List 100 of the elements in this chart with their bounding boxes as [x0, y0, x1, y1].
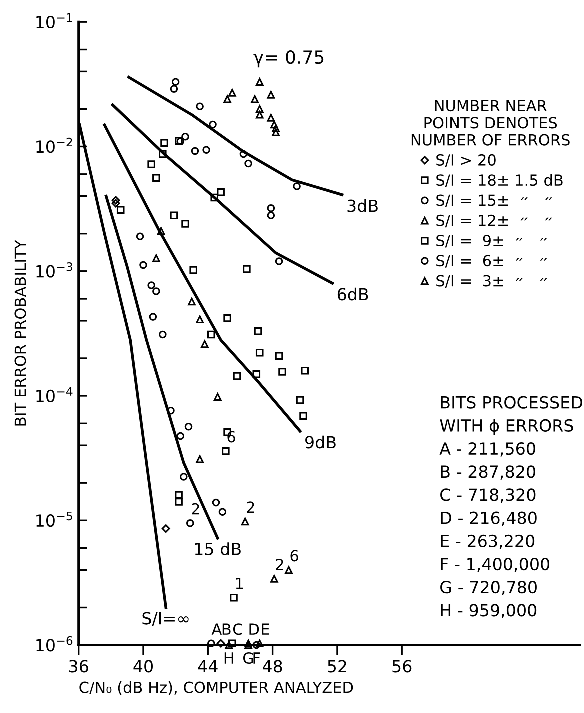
point [293, 182, 301, 190]
annotation: 1 [236, 578, 244, 590]
point [278, 368, 286, 376]
point [172, 78, 180, 86]
point [175, 498, 183, 506]
legend-label: S/I = 9± ״ ״ [436, 234, 548, 248]
point [256, 111, 264, 119]
y-tick-label: 10$^{−2}$ [36, 138, 72, 154]
point [244, 160, 252, 168]
line-series [103, 124, 302, 433]
legend-label: S/I = 15± ״ ״ [436, 194, 552, 208]
annotation: A [212, 624, 222, 635]
point [224, 95, 232, 104]
y-tick-label: 10$^{−6}$ [36, 636, 73, 652]
point [275, 258, 284, 266]
point [267, 114, 276, 122]
point [230, 594, 238, 602]
point [228, 640, 236, 648]
annotation: 2 [192, 503, 200, 515]
point [176, 432, 185, 440]
point [201, 340, 209, 348]
point [136, 232, 144, 241]
line-series [111, 104, 334, 285]
point [186, 520, 194, 528]
point [112, 199, 120, 208]
x-tick-label: 36 [70, 660, 88, 673]
point [267, 204, 276, 212]
point [210, 194, 219, 202]
annotation: γ= 0.75 [254, 50, 324, 68]
point [218, 508, 227, 516]
point [233, 372, 242, 380]
point [285, 566, 293, 574]
point [170, 212, 178, 220]
legend-label: S/I = 3± ״ ״ [436, 275, 548, 288]
point [270, 120, 278, 129]
point [188, 298, 196, 306]
point [275, 352, 284, 360]
point [196, 316, 204, 324]
point [162, 524, 170, 533]
point [207, 330, 216, 339]
point [254, 327, 262, 336]
point [116, 206, 125, 214]
point [152, 174, 160, 182]
annotation: B [222, 624, 231, 635]
point [112, 196, 120, 205]
point [175, 137, 183, 145]
legend-label: S/I = 18± 1.5 dB [436, 174, 563, 188]
series-label: 9dB [306, 436, 336, 449]
line-series [104, 194, 220, 540]
point [212, 498, 220, 507]
point [241, 518, 250, 526]
point [148, 282, 156, 290]
annotation: C [233, 624, 242, 636]
text: BITS PROCESSED WITH ϕ ERRORS A - 211,560 B - 287,820 C - 718,320 D - 216,480 E - 263,220 F - 1,400,000 G - 720,780 H - 959,000 [440, 396, 582, 618]
x-tick-label: 48 [263, 660, 282, 673]
point [152, 288, 160, 296]
point [270, 575, 278, 583]
point [224, 314, 232, 322]
x-axis-title: C/N₀ (dB Hz), COMPUTER ANALYZED [80, 682, 354, 696]
legend-label: S/I > 20 [436, 154, 496, 168]
point [272, 128, 280, 136]
point [222, 447, 230, 456]
point [182, 220, 190, 228]
point [252, 370, 261, 378]
point [159, 330, 167, 339]
legend-title: NUMBER NEAR POINTS DENOTES NUMBER OF ERRORS [412, 100, 570, 146]
annotation: D [250, 624, 260, 635]
legend-label: S/I = 12± ״ ״ [436, 214, 552, 228]
point [196, 456, 204, 464]
point [159, 150, 167, 158]
annotation: G [243, 652, 254, 664]
y-tick-label: 10$^{−1}$ [36, 13, 72, 29]
point [182, 132, 190, 141]
legend-label: S/I = 6± ״ ״ [436, 255, 548, 268]
point [300, 412, 308, 420]
point [296, 396, 304, 404]
point [217, 188, 225, 196]
point [256, 105, 264, 114]
point [228, 89, 236, 97]
point [243, 265, 251, 274]
point [184, 423, 193, 431]
y-tick-label: 10$^{−4}$ [36, 387, 73, 402]
point [267, 91, 276, 99]
x-tick-label: 44 [198, 660, 218, 673]
point [267, 212, 276, 220]
point [170, 85, 178, 93]
point [175, 491, 183, 500]
point [256, 78, 264, 86]
point [209, 120, 217, 129]
point [191, 147, 200, 156]
x-tick-label: 56 [392, 660, 412, 673]
series-label: 15 dB [195, 542, 241, 556]
point [180, 473, 188, 481]
annotation: 2 [276, 558, 284, 570]
point [157, 227, 166, 236]
annotation: F [254, 652, 260, 664]
series-label: 6dB [338, 288, 368, 301]
point [301, 367, 310, 375]
point [190, 266, 198, 274]
point [149, 313, 158, 321]
